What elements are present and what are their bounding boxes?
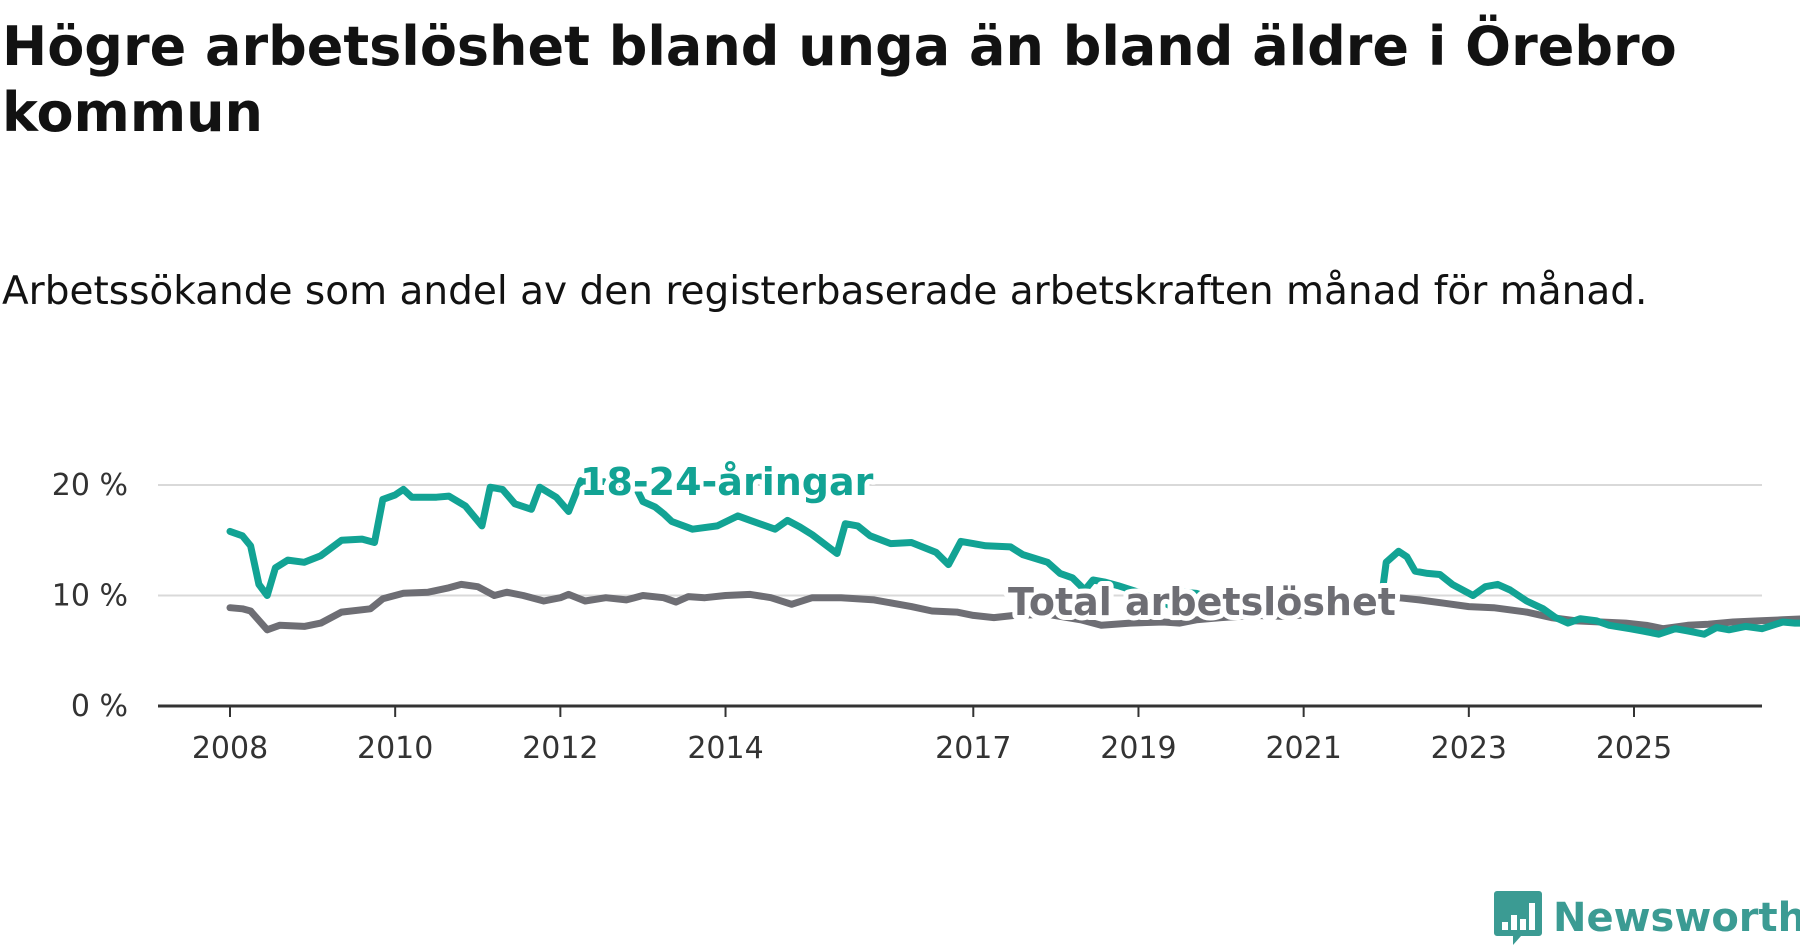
y-tick-label: 10 % bbox=[52, 579, 128, 614]
series-line-youth bbox=[226, 477, 1800, 638]
series-label-youth: 18-24-åringar bbox=[580, 460, 874, 504]
x-tick-label: 2019 bbox=[1100, 731, 1176, 766]
newsworthy-logo: Newsworthy bbox=[1493, 888, 1800, 948]
series-lines bbox=[226, 477, 1800, 638]
x-tick-label: 2023 bbox=[1431, 731, 1507, 766]
x-tick-label: 2017 bbox=[935, 731, 1011, 766]
y-tick-label: 0 % bbox=[71, 689, 128, 724]
bar-chart-icon bbox=[1494, 891, 1542, 945]
series-label-total: Total arbetslöshet bbox=[1008, 580, 1396, 624]
chart-title: Högre arbetslöshet bland unga än bland ä… bbox=[2, 15, 1677, 144]
y-tick-label: 20 % bbox=[52, 468, 128, 503]
x-axis-ticks: 2008 2010 2012 2014 2017 2019 2021 2023 2025 bbox=[192, 706, 1672, 766]
line-chart: 0 % 10 % 20 % 2008 2010 2012 2014 2017 2019 2021… bbox=[52, 455, 1800, 766]
y-axis-ticks: 0 % 10 % 20 % bbox=[52, 468, 128, 724]
x-tick-label: 2014 bbox=[687, 731, 763, 766]
x-tick-label: 2008 bbox=[192, 731, 268, 766]
logo-text: Newsworthy bbox=[1553, 895, 1800, 941]
x-tick-label: 2021 bbox=[1265, 731, 1341, 766]
chart-subtitle: Arbetssökande som andel av den registerb… bbox=[2, 269, 1648, 314]
x-tick-label: 2012 bbox=[522, 731, 598, 766]
x-tick-label: 2025 bbox=[1596, 731, 1672, 766]
x-tick-label: 2010 bbox=[357, 731, 433, 766]
